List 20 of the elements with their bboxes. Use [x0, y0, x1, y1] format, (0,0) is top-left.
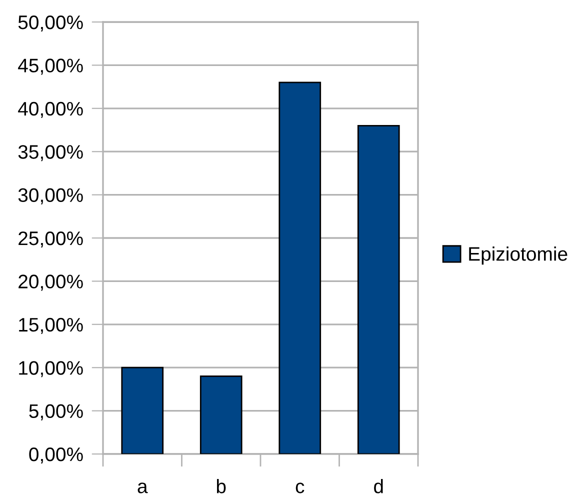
- x-tick-label: a: [138, 482, 148, 494]
- bar: [200, 376, 242, 454]
- y-tick-label: 35,00%: [18, 145, 83, 162]
- y-tick-label: 40,00%: [18, 102, 83, 118]
- bar: [278, 82, 322, 454]
- y-tick-label: 25,00%: [18, 231, 83, 248]
- y-tick-label: 50,00%: [18, 15, 83, 32]
- legend-label: Epiziotomie: [469, 246, 568, 265]
- y-tick-label: 45,00%: [18, 58, 83, 75]
- y-tick-label: 5,00%: [29, 404, 83, 420]
- bar: [121, 366, 164, 454]
- y-tick-label: 10,00%: [19, 361, 83, 378]
- x-tick-label: b: [216, 479, 226, 494]
- x-tick-label: d: [374, 479, 383, 494]
- y-tick-label: 15,00%: [19, 318, 83, 334]
- y-tick-label: 30,00%: [18, 188, 83, 204]
- y-tick-label: 20,00%: [18, 274, 83, 291]
- y-tick-label: 0,00%: [29, 447, 83, 464]
- bar: [357, 124, 400, 454]
- x-tick-label: c: [296, 482, 304, 494]
